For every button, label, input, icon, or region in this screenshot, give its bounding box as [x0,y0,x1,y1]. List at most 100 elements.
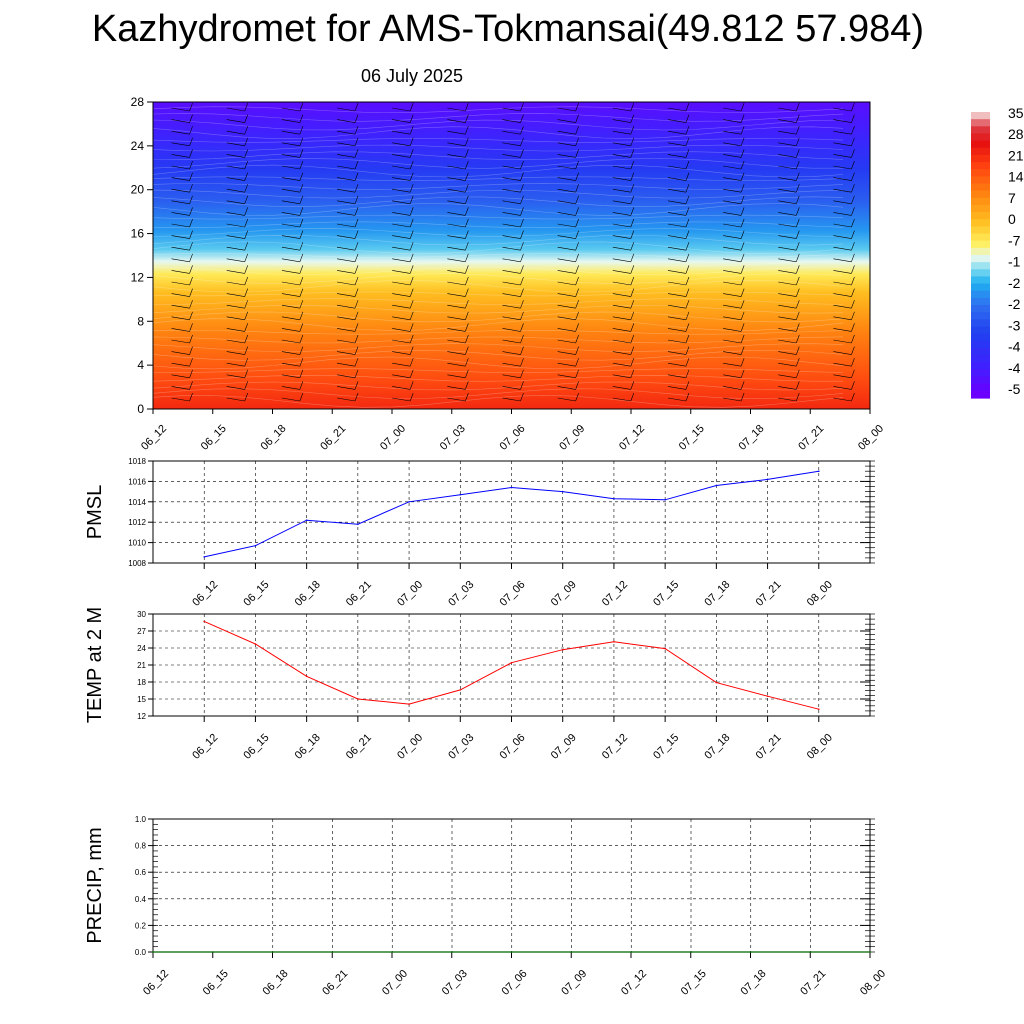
wind-barb [723,386,742,390]
wind-barb [833,351,852,355]
wind-barb-flag [244,346,249,355]
wind-barb-flag [685,230,690,239]
wind-barb-flag [740,102,745,112]
wind-barb [778,154,797,158]
wind-barb [392,188,411,193]
wind-barb [226,107,245,112]
wind-barb [447,165,466,170]
x-tick-label: 07_06 [500,968,530,998]
wind-barb [447,200,466,205]
heatmap-contour-line [152,119,844,131]
heatmap-y-tick-label: 0 [137,402,144,416]
wind-barb-flag [465,276,469,286]
wind-barb-flag [465,288,469,297]
wind-barb-flag [465,358,469,367]
wind-barb [667,258,687,263]
wind-barb-flag [189,253,193,262]
wind-barb [667,188,687,193]
wind-barb-flag [244,195,249,204]
wind-barb-flag [520,230,524,239]
wind-barb-flag [354,323,359,332]
colorbar-label: -7 [1008,232,1021,248]
wind-barb-flag [795,207,800,216]
wind-barb-flag [851,311,855,320]
data-point [459,689,462,691]
wind-barb [778,351,797,355]
wind-barb [502,142,521,147]
wind-barb [392,119,411,123]
colorbar-label: -3 [1008,317,1021,333]
wind-barb-flag [575,334,579,344]
wind-barb-flag [575,300,579,309]
wind-barb-flag [630,369,635,378]
wind-barb [723,154,742,158]
wind-barb-flag [189,172,193,181]
wind-barb-flag [851,381,855,390]
wind-barb-flag [851,160,855,170]
colorbar-label: -2 [1008,296,1021,312]
wind-barb-flag [354,253,359,262]
wind-barb-flag [354,276,359,286]
wind-barb-flag [409,276,414,286]
wind-barb-flag [520,253,524,262]
colorbar-segment [971,247,990,256]
wind-barb-flag [354,149,359,158]
wind-barb [226,154,245,158]
wind-barb-flag [851,184,855,193]
wind-barb-flag [354,392,359,402]
wind-barb-flag [575,126,579,135]
wind-barb [778,270,797,274]
wind-barb-flag [189,137,193,146]
wind-barb-flag [244,160,249,170]
wind-barb-flag [630,288,635,297]
wind-barb-flag [465,126,469,135]
wind-barb-flag [465,311,469,320]
wind-barb-flag [189,381,193,390]
wind-barb-flag [795,218,800,228]
wind-barb [226,270,245,274]
wind-barb-flag [740,369,745,378]
wind-barb [667,107,687,112]
wind-barb [833,374,852,379]
wind-barb [447,316,466,321]
wind-barb [336,212,356,216]
wind-barb [392,177,411,181]
y-tick-label: 1010 [128,539,146,548]
wind-barb-flag [575,288,579,297]
wind-barb [667,165,687,170]
wind-barb-flag [685,358,690,367]
wind-barb-flag [851,323,855,332]
wind-barb-flag [795,160,800,170]
wind-barb [171,270,190,274]
wind-barb-flag [189,126,193,135]
wind-barb [612,397,631,402]
wind-barb [336,293,356,297]
heatmap-x-tick-label: 08_00 [856,423,886,453]
wind-barb-flag [575,172,579,181]
wind-barb [336,270,356,274]
x-tick-label: 07_09 [559,968,589,998]
wind-barb [612,142,631,147]
heatmap-contour-line [152,318,844,331]
wind-barb [336,165,356,170]
wind-barb [392,212,411,216]
colorbar-segment [971,126,990,135]
wind-barb-flag [520,195,524,204]
data-point [211,951,214,953]
data-point [561,490,564,493]
wind-barbs [171,102,855,402]
x-tick-label: 06_21 [344,732,374,762]
data-point [613,497,615,500]
wind-barb-flag [851,230,855,239]
wind-barb [226,130,245,135]
wind-barb [667,362,687,367]
wind-barb-flag [244,230,249,239]
wind-barb-flag [409,323,414,332]
wind-barb-flag [244,334,249,344]
wind-barb-flag [575,253,579,262]
wind-barb-flag [409,114,414,123]
colorbar-segment [971,326,990,335]
colorbar-segment [971,305,990,313]
y-tick-label: 1016 [128,477,146,486]
wind-barb-flag [409,334,414,344]
